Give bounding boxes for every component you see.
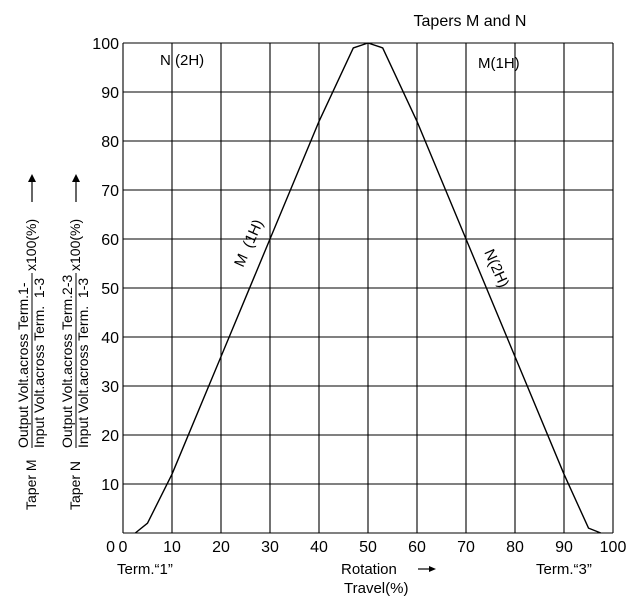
y-tick-label: 30: [101, 379, 119, 396]
x-tick-label: 50: [359, 539, 377, 556]
chart-title: Tapers M and N: [414, 13, 527, 30]
y-tick-label: 20: [101, 428, 119, 445]
y-axis-label-taper-n: Taper N Output Volt.across Term.2-3 Inpu…: [59, 174, 91, 510]
y-label-m-suffix: x100(%): [23, 219, 39, 271]
x-tick-label: 80: [506, 539, 524, 556]
x-tick-label: 0: [119, 539, 128, 556]
annotation-m-curve: M (1H): [231, 217, 267, 270]
y-axis-label-taper-m: Taper M Output Volt.across Term.1- Input…: [15, 174, 47, 510]
x-tick-label: 30: [261, 539, 279, 556]
y-tick-label: 10: [101, 477, 119, 494]
y-label-m-prefix: Taper M: [23, 459, 39, 510]
x-tick-label: 70: [457, 539, 475, 556]
y-tick-label: 0: [106, 539, 115, 556]
grid: [123, 43, 613, 533]
y-label-m-denominator: Input Volt.across Term. 1-3: [31, 278, 47, 448]
y-tick-label: 100: [92, 36, 119, 53]
x-tick-label: 10: [163, 539, 181, 556]
x-axis-left-end: Term.“1”: [117, 561, 173, 578]
annotation-m-top: M(1H): [478, 55, 520, 72]
y-label-n-numerator: Output Volt.across Term.2-3: [59, 275, 75, 448]
x-tick-label: 100: [600, 539, 627, 556]
y-label-m-arrowhead: [28, 174, 36, 182]
y-tick-label: 50: [101, 281, 119, 298]
y-label-n-arrowhead: [72, 174, 80, 182]
y-tick-label: 80: [101, 134, 119, 151]
x-axis-label-line2: Travel(%): [344, 580, 408, 597]
annotation-n-top: N (2H): [160, 52, 204, 69]
y-label-m-numerator: Output Volt.across Term.1-: [15, 282, 31, 448]
x-axis-right-end: Term.“3”: [536, 561, 592, 578]
x-tick-label: 40: [310, 539, 328, 556]
y-tick-label: 70: [101, 183, 119, 200]
y-tick-label: 60: [101, 232, 119, 249]
x-axis-arrow: [418, 566, 436, 572]
x-tick-label: 90: [555, 539, 573, 556]
y-tick-label: 90: [101, 85, 119, 102]
x-tick-label: 60: [408, 539, 426, 556]
y-label-n-denominator: Input Volt.across Term. 1-3: [75, 278, 91, 448]
y-label-n-prefix: Taper N: [67, 461, 83, 510]
y-tick-label: 40: [101, 330, 119, 347]
y-label-n-suffix: x100(%): [67, 219, 83, 271]
x-axis-label-line1: Rotation: [341, 561, 397, 578]
x-tick-label: 20: [212, 539, 230, 556]
